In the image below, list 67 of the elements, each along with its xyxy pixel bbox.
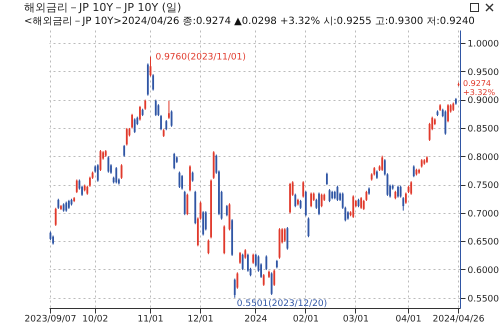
candlestick <box>120 164 122 180</box>
y-tick-label: 0.8500 <box>468 124 500 134</box>
candlestick <box>410 180 412 196</box>
x-tick-label: 2023/09/07 <box>24 314 76 324</box>
candlestick <box>139 105 141 122</box>
candlestick <box>236 272 238 290</box>
candlestick <box>320 193 323 208</box>
candlestick <box>107 156 110 174</box>
y-tick-label: 0.5500 <box>468 294 500 304</box>
candlestick <box>123 144 126 158</box>
y-tick-label: 0.6000 <box>468 266 500 276</box>
y-tick-label: 0.7000 <box>468 209 500 220</box>
candlestick <box>286 226 288 250</box>
candlestick <box>208 238 210 255</box>
candlestick <box>318 192 320 216</box>
candlestick <box>242 253 244 271</box>
candlestick <box>326 172 328 186</box>
candlestick <box>100 150 102 172</box>
candlestick <box>226 204 228 217</box>
chart-subtitle: <해외금리－JP 10Y>2024/04/26 종:0.9274 ▲0.0298 +3.32% 시:0.9255 고:0.9300 저:0.9240 <box>24 16 475 27</box>
candlestick <box>360 196 362 210</box>
candlestick <box>447 104 449 123</box>
y-tick-label: 0.7500 <box>468 181 500 192</box>
candlestick <box>52 235 54 246</box>
candlestick <box>304 190 307 217</box>
x-tick-label: 02/01 <box>292 314 319 324</box>
candlestick <box>202 210 204 236</box>
candlestick <box>328 188 330 203</box>
candlestick <box>239 251 241 264</box>
y-tick-label: 0.9000 <box>468 96 500 106</box>
candlestick <box>170 110 172 128</box>
candlestick <box>150 56 152 77</box>
candlestick <box>168 100 170 120</box>
candlestick <box>181 174 184 190</box>
candlestick <box>192 171 194 182</box>
candlestick <box>152 74 154 92</box>
x-tick-label: 12/01 <box>188 314 214 324</box>
y-tick-label: 1.0000 <box>468 40 500 50</box>
x-tick-label: 10/02 <box>82 314 108 324</box>
x-tick-label: 04/01 <box>396 314 422 324</box>
x-tick-label: 2024/04/26 <box>432 314 485 324</box>
candlestick <box>96 164 99 182</box>
candlestick <box>397 185 399 198</box>
candlestick <box>400 185 402 198</box>
candlestick <box>270 272 273 296</box>
candlestick <box>189 164 191 192</box>
annotation: 0.5501(2023/12/20) <box>236 298 328 309</box>
x-tick-label: 03/01 <box>342 314 369 324</box>
candlestick <box>300 199 302 210</box>
candlestick <box>178 171 180 188</box>
candlestick <box>310 192 312 208</box>
text: 0.9274 +3.32% <box>463 79 496 98</box>
candlestick <box>265 254 268 271</box>
candlestick <box>444 110 446 136</box>
candlestick <box>57 198 60 210</box>
candlestick <box>68 199 70 210</box>
annotation: 0.9760(2023/11/01) <box>156 52 246 63</box>
y-tick-label: 0.6500 <box>468 238 500 248</box>
y-tick-label: 0.8000 <box>468 152 500 163</box>
chart-title: 해외금리－JP 10Y－JP 10Y (일) <box>24 1 182 14</box>
x-tick-label: 11/01 <box>138 314 164 324</box>
candlestick <box>186 193 188 216</box>
candlestick <box>336 185 338 202</box>
candlestick <box>308 216 310 238</box>
candlestick <box>246 253 249 272</box>
y-tick-label: 0.9500 <box>468 68 500 78</box>
x-tick-label: 2024 <box>244 314 268 324</box>
